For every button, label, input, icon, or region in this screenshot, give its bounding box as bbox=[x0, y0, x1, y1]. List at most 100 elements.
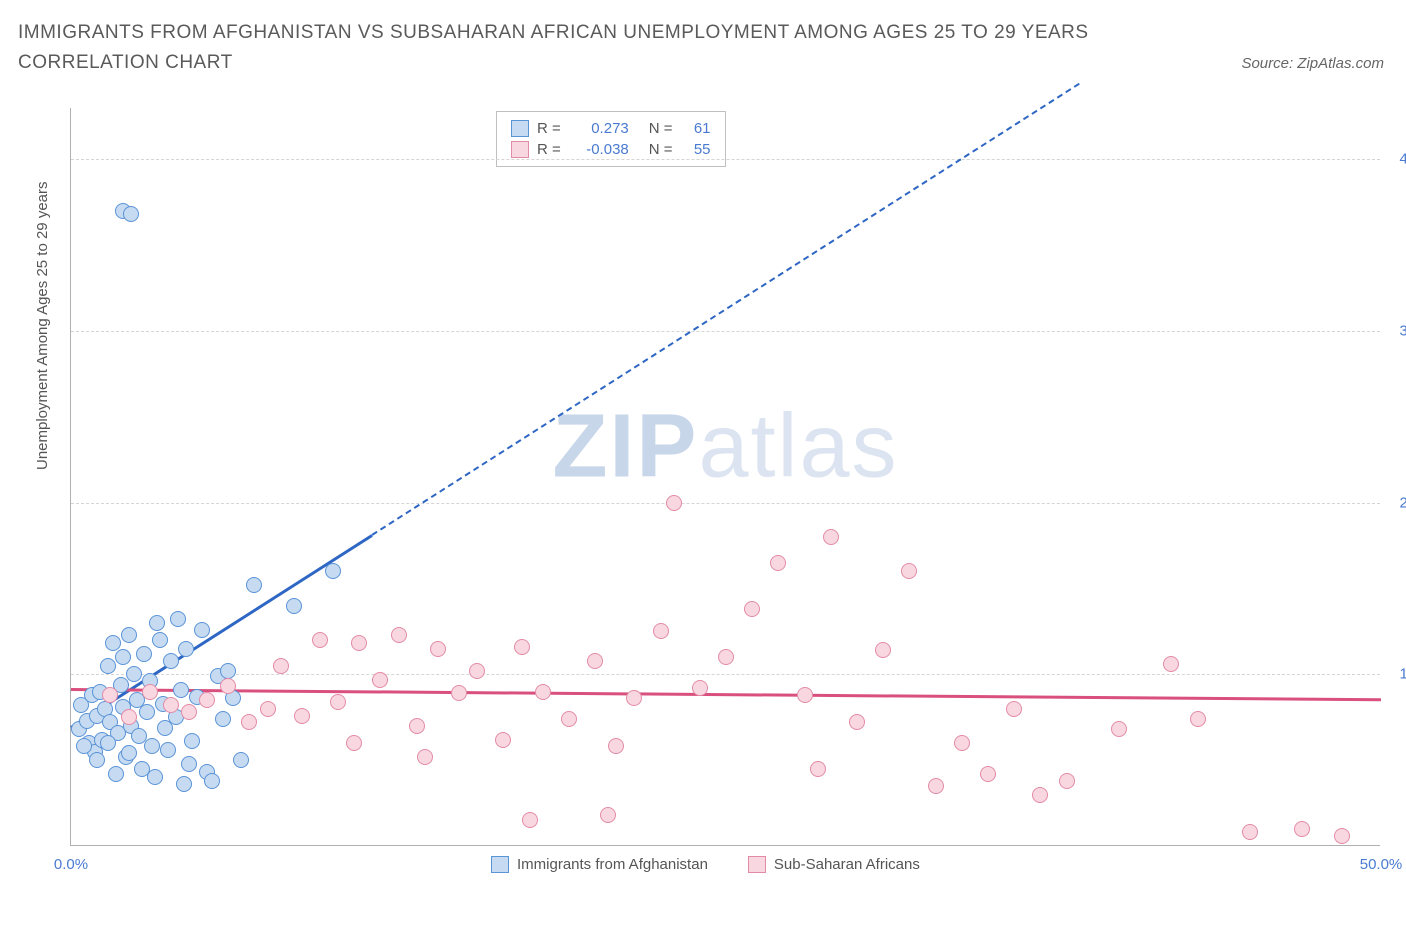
stats-row: R =-0.038N =55 bbox=[511, 139, 711, 160]
stats-r-value: -0.038 bbox=[569, 141, 629, 158]
data-point-subsaharan bbox=[199, 692, 215, 708]
data-point-afghan bbox=[178, 641, 194, 657]
data-point-subsaharan bbox=[451, 685, 467, 701]
data-point-afghan bbox=[144, 738, 160, 754]
data-point-subsaharan bbox=[163, 697, 179, 713]
data-point-afghan bbox=[89, 752, 105, 768]
data-point-subsaharan bbox=[1163, 656, 1179, 672]
data-point-subsaharan bbox=[1059, 773, 1075, 789]
data-point-subsaharan bbox=[1006, 701, 1022, 717]
legend-swatch bbox=[748, 856, 766, 873]
data-point-subsaharan bbox=[770, 555, 786, 571]
data-point-afghan bbox=[176, 776, 192, 792]
legend-item-afghan: Immigrants from Afghanistan bbox=[491, 856, 708, 873]
data-point-afghan bbox=[100, 735, 116, 751]
data-point-afghan bbox=[139, 704, 155, 720]
data-point-subsaharan bbox=[626, 690, 642, 706]
stats-r-value: 0.273 bbox=[569, 120, 629, 137]
data-point-subsaharan bbox=[469, 663, 485, 679]
watermark-zip: ZIP bbox=[552, 397, 698, 497]
data-point-subsaharan bbox=[330, 694, 346, 710]
data-point-subsaharan bbox=[600, 807, 616, 823]
data-point-afghan bbox=[325, 563, 341, 579]
chart-title: IMMIGRANTS FROM AFGHANISTAN VS SUBSAHARA… bbox=[18, 18, 1118, 79]
data-point-subsaharan bbox=[1190, 711, 1206, 727]
data-point-subsaharan bbox=[273, 658, 289, 674]
data-point-afghan bbox=[215, 711, 231, 727]
data-point-subsaharan bbox=[142, 684, 158, 700]
data-point-subsaharan bbox=[980, 766, 996, 782]
data-point-afghan bbox=[147, 769, 163, 785]
gridline bbox=[71, 503, 1380, 504]
data-point-subsaharan bbox=[718, 649, 734, 665]
data-point-afghan bbox=[121, 745, 137, 761]
data-point-subsaharan bbox=[522, 812, 538, 828]
legend-item-subsaharan: Sub-Saharan Africans bbox=[748, 856, 920, 873]
data-point-subsaharan bbox=[653, 623, 669, 639]
data-point-subsaharan bbox=[608, 738, 624, 754]
data-point-subsaharan bbox=[351, 635, 367, 651]
gridline bbox=[71, 159, 1380, 160]
gridline bbox=[71, 674, 1380, 675]
data-point-subsaharan bbox=[810, 761, 826, 777]
stats-r-label: R = bbox=[537, 141, 561, 158]
data-point-subsaharan bbox=[181, 704, 197, 720]
data-point-subsaharan bbox=[417, 749, 433, 765]
y-tick-label: 40.0% bbox=[1399, 151, 1406, 168]
y-axis-title: Unemployment Among Ages 25 to 29 years bbox=[34, 181, 51, 470]
gridline bbox=[71, 331, 1380, 332]
data-point-subsaharan bbox=[121, 709, 137, 725]
legend-swatch bbox=[511, 120, 529, 137]
stats-row: R = 0.273 N = 61 bbox=[511, 118, 711, 139]
data-point-afghan bbox=[246, 577, 262, 593]
data-point-subsaharan bbox=[1294, 821, 1310, 837]
stats-n-label: N = bbox=[649, 120, 673, 137]
trend-line-dash-afghan bbox=[372, 82, 1080, 535]
data-point-subsaharan bbox=[495, 732, 511, 748]
watermark: ZIPatlas bbox=[552, 396, 898, 499]
data-point-afghan bbox=[76, 738, 92, 754]
data-point-subsaharan bbox=[1111, 721, 1127, 737]
data-point-afghan bbox=[194, 622, 210, 638]
data-point-subsaharan bbox=[535, 684, 551, 700]
data-point-subsaharan bbox=[901, 563, 917, 579]
data-point-afghan bbox=[121, 627, 137, 643]
data-point-afghan bbox=[108, 766, 124, 782]
data-point-subsaharan bbox=[875, 642, 891, 658]
data-point-subsaharan bbox=[220, 678, 236, 694]
data-point-afghan bbox=[163, 653, 179, 669]
data-point-subsaharan bbox=[391, 627, 407, 643]
stats-r-label: R = bbox=[537, 120, 561, 137]
watermark-atlas: atlas bbox=[698, 397, 898, 497]
data-point-afghan bbox=[123, 206, 139, 222]
legend-swatch bbox=[491, 856, 509, 873]
data-point-subsaharan bbox=[514, 639, 530, 655]
data-point-afghan bbox=[204, 773, 220, 789]
data-point-afghan bbox=[105, 635, 121, 651]
data-point-subsaharan bbox=[312, 632, 328, 648]
stats-n-value: 61 bbox=[681, 120, 711, 137]
data-point-subsaharan bbox=[102, 687, 118, 703]
stats-n-label: N = bbox=[649, 141, 673, 158]
data-point-afghan bbox=[100, 658, 116, 674]
data-point-subsaharan bbox=[1032, 787, 1048, 803]
data-point-subsaharan bbox=[797, 687, 813, 703]
data-point-afghan bbox=[170, 611, 186, 627]
data-point-afghan bbox=[286, 598, 302, 614]
data-point-subsaharan bbox=[849, 714, 865, 730]
data-point-subsaharan bbox=[744, 601, 760, 617]
data-point-subsaharan bbox=[1334, 828, 1350, 844]
data-point-afghan bbox=[160, 742, 176, 758]
y-tick-label: 20.0% bbox=[1399, 494, 1406, 511]
data-point-subsaharan bbox=[666, 495, 682, 511]
data-point-subsaharan bbox=[561, 711, 577, 727]
x-tick-label: 0.0% bbox=[54, 856, 88, 873]
data-point-subsaharan bbox=[372, 672, 388, 688]
data-point-afghan bbox=[126, 666, 142, 682]
data-point-subsaharan bbox=[823, 529, 839, 545]
y-tick-label: 30.0% bbox=[1399, 323, 1406, 340]
data-point-subsaharan bbox=[430, 641, 446, 657]
data-point-afghan bbox=[115, 649, 131, 665]
trend-line-subsaharan bbox=[71, 688, 1381, 701]
data-point-subsaharan bbox=[692, 680, 708, 696]
